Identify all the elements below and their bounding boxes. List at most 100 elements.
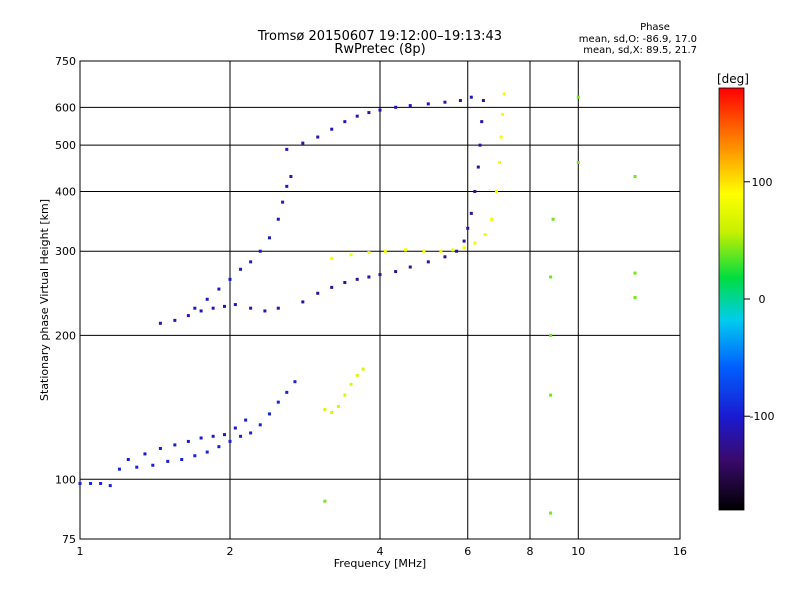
data-point	[336, 404, 340, 408]
data-point	[217, 445, 221, 449]
data-point	[355, 277, 359, 281]
series	[193, 174, 293, 310]
x-tick-label: 4	[377, 545, 384, 558]
data-point	[199, 436, 203, 440]
data-point	[289, 174, 293, 178]
data-point	[330, 410, 334, 414]
data-point	[180, 457, 184, 461]
data-point	[367, 251, 371, 255]
data-point	[408, 265, 412, 269]
data-point	[267, 412, 271, 416]
data-point	[462, 246, 466, 250]
data-point	[378, 273, 382, 277]
data-point	[89, 481, 93, 485]
data-point	[422, 249, 426, 253]
data-point	[473, 241, 477, 245]
data-point	[480, 120, 484, 124]
data-point	[78, 481, 82, 485]
data-point	[276, 400, 280, 404]
y-tick-label: 200	[55, 329, 76, 342]
chart-title: Tromsø 20150607 19:12:00–19:13:43	[257, 29, 502, 44]
data-point	[301, 141, 305, 145]
data-point	[151, 463, 155, 467]
data-point	[330, 127, 334, 131]
data-point	[498, 160, 502, 164]
data-point	[186, 314, 190, 318]
data-point	[408, 104, 412, 108]
data-point	[403, 248, 407, 252]
data-point	[462, 239, 466, 243]
x-tick-label: 10	[571, 545, 585, 558]
data-point	[478, 143, 482, 147]
data-point	[267, 236, 271, 240]
colorbar	[718, 87, 745, 511]
data-point	[249, 260, 253, 264]
data-point	[549, 393, 553, 397]
data-point	[285, 184, 289, 188]
data-point	[108, 484, 112, 488]
x-tick-label: 1	[77, 545, 84, 558]
colorbar-tick-label: -100	[750, 410, 775, 423]
colorbar-label: [deg]	[717, 72, 749, 86]
data-point	[293, 380, 297, 384]
data-point	[481, 99, 485, 103]
x-axis-label: Frequency [MHz]	[334, 557, 426, 570]
data-point	[135, 465, 139, 469]
data-point	[367, 111, 371, 115]
data-point	[499, 135, 503, 139]
data-point	[117, 467, 121, 471]
y-tick-label: 750	[55, 55, 76, 68]
data-point	[549, 511, 553, 515]
colorbar-tick-label: 0	[759, 293, 766, 306]
series	[78, 380, 297, 488]
data-point	[469, 211, 473, 215]
data-point	[394, 270, 398, 274]
data-point	[483, 233, 487, 237]
data-point	[228, 277, 232, 281]
data-point	[367, 275, 371, 279]
data-point	[394, 105, 398, 109]
data-point	[173, 318, 177, 322]
data-point	[633, 174, 637, 178]
data-point	[223, 433, 227, 437]
data-point	[276, 306, 280, 310]
data-point	[443, 255, 447, 259]
colorbar-ticks: 100 0 -100	[744, 176, 774, 423]
data-point	[217, 287, 221, 291]
data-point	[193, 454, 197, 458]
colorbar-tick-label: 100	[752, 176, 773, 189]
data-point	[173, 443, 177, 447]
series	[323, 367, 365, 414]
data-point	[193, 306, 197, 310]
data-point	[476, 165, 480, 169]
data-point	[239, 267, 243, 271]
x-tick-label: 6	[464, 545, 471, 558]
data-point	[455, 249, 459, 253]
data-point	[466, 226, 470, 230]
data-point	[285, 147, 289, 151]
axis-ticks: 1 2 4 6 8 10 16 75 100 200 300 400 500 600 750	[55, 55, 687, 558]
data-point	[233, 303, 237, 307]
stats-line-o: mean, sd,O: -86.9, 17.0	[579, 34, 697, 45]
data-point	[323, 499, 327, 503]
data-point	[501, 112, 505, 116]
data-point	[549, 333, 553, 337]
data-point	[126, 457, 130, 461]
data-point	[186, 439, 190, 443]
data-point	[349, 253, 353, 257]
data-point	[205, 297, 209, 301]
data-point	[443, 100, 447, 104]
data-point	[349, 382, 353, 386]
y-tick-label: 300	[55, 245, 76, 258]
data-point	[158, 321, 162, 325]
grid-lines	[80, 61, 680, 539]
data-point	[383, 249, 387, 253]
data-point	[258, 249, 262, 253]
data-point	[490, 217, 494, 221]
data-point	[426, 102, 430, 106]
data-point	[301, 300, 305, 304]
data-point	[343, 120, 347, 124]
data-point	[323, 407, 327, 411]
data-point	[378, 108, 382, 112]
